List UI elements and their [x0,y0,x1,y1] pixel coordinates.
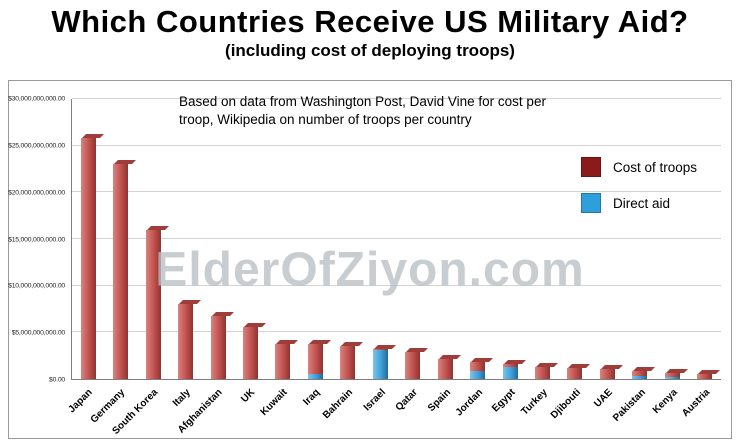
bar-segment-cost-of-troops [80,138,96,379]
x-tick-label: Qatar [393,387,421,414]
x-tick-label: UAE [592,387,616,410]
bar-segment-direct-aid [632,376,648,379]
y-axis-labels: $0.00 $5,000,000,000.00 $10,000,000,000.00… [8,95,69,384]
bar-south-korea [145,99,161,379]
bar-segment-cost-of-troops [178,304,194,379]
y-tick-label: $20,000,000,000.00 [8,189,65,197]
bar-segment-direct-aid [502,366,518,379]
legend-swatch-icon [580,193,601,213]
bar-italy [178,99,194,379]
x-tick-label: Pakistan [610,387,648,424]
x-tick-label: Kuwait [259,387,291,418]
bar-austria [697,99,713,379]
bar-israel [372,99,388,379]
bar-segment-cost-of-troops [632,370,648,377]
legend-entry: Cost of troops [580,157,697,177]
x-axis-labels: Japan Germany South Korea Italy Afghanistan U… [67,382,721,438]
plot-area [71,98,721,380]
y-tick-label: $0.00 [48,376,65,384]
bar-germany [113,99,129,379]
bar-segment-cost-of-troops [664,373,680,377]
bar-djibouti [567,99,583,379]
x-tick-label: Turkey [519,387,551,418]
bar-spain [437,99,453,379]
y-tick-label: $30,000,000,000.00 [8,95,65,103]
bar-segment-direct-aid [372,350,388,379]
bar-bahrain [340,99,356,379]
x-tick-label: Italy [170,387,193,409]
gridline [72,98,721,99]
bar-segment-cost-of-troops [405,351,421,379]
gridline [72,331,721,333]
bar-egypt [502,99,518,379]
x-tick-label: Israel [361,387,388,414]
bar-segment-cost-of-troops [697,373,713,379]
legend-label: Direct aid [612,195,670,211]
bar-segment-cost-of-troops [340,346,356,379]
bar-segment-cost-of-troops [599,368,615,379]
x-tick-label: Austria [680,387,713,420]
chart-annotation: Based on data from Washington Post, Davi… [179,94,546,128]
bar-jordan [470,99,486,379]
bar-kenya [664,99,680,379]
gridline [72,284,721,286]
bar-segment-cost-of-troops [437,359,453,379]
chart-page: Which Countries Receive US Military Aid?… [0,4,740,439]
y-tick-label: $15,000,000,000.00 [8,236,65,243]
gridline [72,238,721,239]
bar-iraq [307,99,323,379]
x-tick-label: Kenya [651,387,681,417]
x-tick-label: Spain [425,387,453,415]
bar-kuwait [275,99,291,379]
y-tick-label: $10,000,000,000.00 [8,282,65,290]
bar-segment-cost-of-troops [242,326,258,379]
bar-segment-cost-of-troops [470,362,486,371]
gridline [72,144,721,146]
bar-turkey [535,99,551,379]
bar-afghanistan [210,99,226,379]
bar-segment-cost-of-troops [145,229,161,379]
y-tick-label: $5,000,000,000.00 [11,329,65,337]
bar-segment-cost-of-troops [275,343,291,379]
bar-segment-cost-of-troops [372,348,388,351]
legend-label: Cost of troops [612,159,697,175]
x-tick-label: Japan [66,387,96,416]
bar-segment-cost-of-troops [567,368,583,379]
x-tick-label: Bahrain [320,387,356,422]
legend-swatch-icon [580,157,601,177]
x-tick-label: Egypt [490,387,518,415]
legend-entry: Direct aid [580,193,697,213]
x-tick-label: Iraq [301,387,323,408]
bar-segment-direct-aid [664,376,680,379]
y-tick-label: $25,000,000,000.00 [8,142,65,150]
bar-segment-cost-of-troops [502,363,518,367]
page-title: Which Countries Receive US Military Aid? [51,4,689,39]
bar-segment-cost-of-troops [210,315,226,379]
bar-segment-direct-aid [470,370,486,379]
x-tick-label: Jordan [453,387,486,419]
gridline [72,191,721,193]
bar-segment-cost-of-troops [113,164,129,379]
x-tick-label: UK [239,387,258,405]
bar-japan [80,99,96,379]
watermark: ElderOfZiyon.com [155,243,585,297]
x-tick-label: Djibouti [548,387,583,422]
bar-pakistan [632,99,648,379]
bar-uk [242,99,258,379]
legend: Cost of troops Direct aid [580,157,697,229]
bar-segment-cost-of-troops [535,366,551,379]
bar-segment-cost-of-troops [307,344,323,375]
bar-segment-direct-aid [307,374,323,379]
bar-uae [599,99,615,379]
page-subtitle: (including cost of deploying troops) [225,41,515,60]
bar-qatar [405,99,421,379]
chart-frame: Based on data from Washington Post, Davi… [8,80,732,439]
